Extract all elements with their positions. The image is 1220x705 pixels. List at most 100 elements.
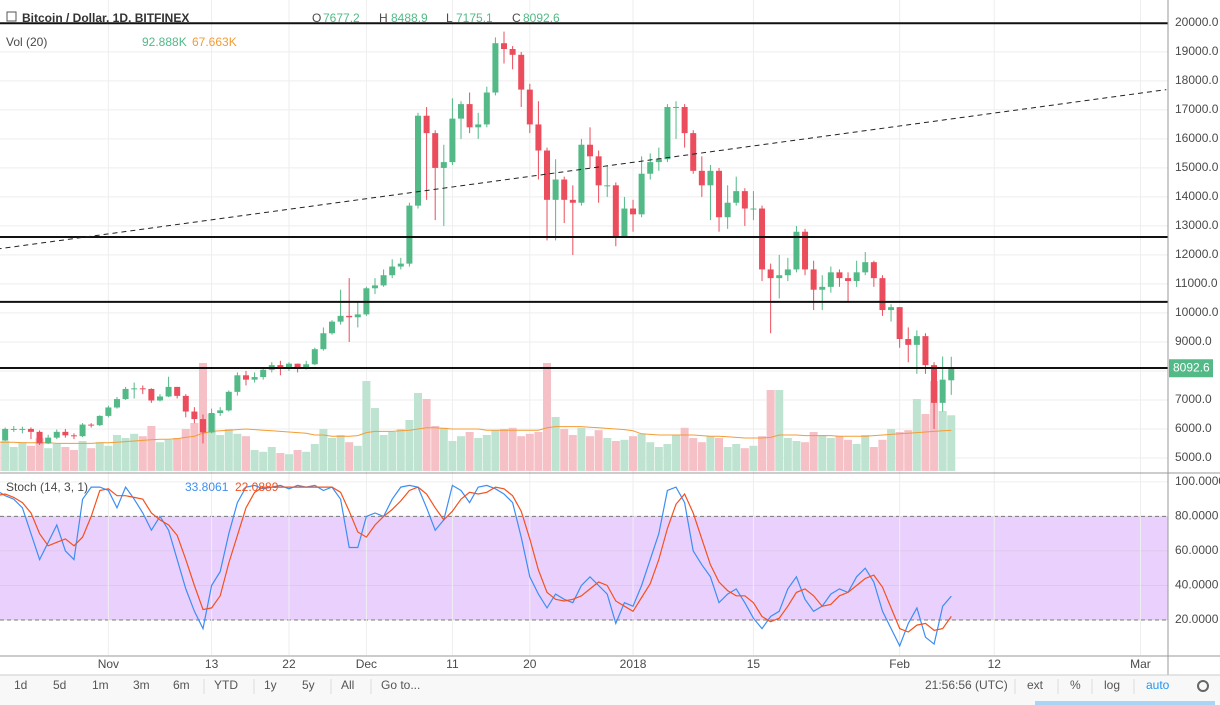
volume-bar [740,448,749,471]
volume-bar [809,432,818,471]
volume-bar [388,432,397,471]
y-tick-label: 12000.0 [1175,247,1219,261]
toolbar-button[interactable]: % [1070,678,1081,692]
volume-bar [310,444,319,471]
candle-body [277,365,284,369]
toolbar-button[interactable]: ext [1027,678,1044,692]
x-tick-label: 15 [747,657,761,671]
volume-bar [233,433,242,471]
x-tick-label: 11 [446,657,459,671]
ohlc-name: O [312,11,321,25]
candle-body [458,104,465,119]
candle-body [285,363,292,369]
candle-body [509,49,516,55]
candle-body [36,431,43,444]
x-tick-label: 12 [988,657,1002,671]
volume-bar [887,429,896,471]
volume-bar [396,429,405,471]
toolbar-button[interactable]: YTD [214,678,238,692]
candle-body [690,133,697,171]
symbol-icon[interactable] [6,11,17,22]
volume-bar [87,448,96,471]
toolbar-button[interactable]: Go to... [381,678,420,692]
toolbar-button[interactable]: log [1104,678,1120,692]
toolbar-button[interactable]: 6m [173,678,190,692]
volume-bar [431,426,440,471]
candle-body [466,104,473,128]
x-tick-label: 2018 [620,657,647,671]
candle-body [303,364,310,369]
y-tick-label: 11000.0 [1175,276,1218,290]
candle-body [810,269,817,290]
volume-bar [61,447,70,471]
toolbar-button[interactable]: 5d [53,678,66,692]
candle-body [569,199,576,203]
ohlc-value: 8488.9 [391,11,428,25]
toolbar-button[interactable]: 5y [302,678,315,692]
candle-body [389,266,396,276]
volume-bar [190,423,199,471]
volume-bar [568,435,577,471]
toolbar-button[interactable]: 1m [92,678,109,692]
volume-bar [370,408,379,471]
stoch-k-value: 33.8061 [185,480,229,494]
volume-bar [224,429,233,471]
toolbar-button[interactable]: 1y [264,678,277,692]
y-tick-label: 10000.0 [1175,305,1219,319]
candle-body [518,54,525,90]
volume-bar [895,432,904,471]
settings-icon[interactable] [1197,680,1209,692]
ohlc-name: C [512,11,521,25]
candle-body [759,208,766,270]
price-tag [1169,359,1213,378]
candle-body [716,170,723,218]
volume-bar [147,426,156,471]
volume-bar [259,451,268,471]
volume-bar [904,430,913,471]
volume-bar [44,448,53,471]
volume-bar [766,390,775,471]
stoch-name: Stoch (14, 3, 1) [6,480,88,494]
volume-bar [18,442,27,471]
toolbar-button[interactable]: 3m [133,678,150,692]
candle-body [862,262,869,273]
y-tick-label: 100.0000 [1175,474,1220,488]
volume-bar [293,450,302,471]
candle-body [638,173,645,215]
scroll-bar[interactable] [1035,701,1215,705]
volume-bar [104,445,113,471]
stoch-band [0,516,1168,620]
volume-bar [826,438,835,471]
volume-bar [267,447,276,471]
toolbar-button[interactable]: All [341,678,354,692]
volume-value: 92.888K [142,35,187,49]
candle-body [845,278,852,282]
x-tick-label: Dec [356,657,377,671]
y-tick-label: 20.0000 [1175,612,1219,626]
volume-bar [921,414,930,471]
stoch-line [0,484,952,648]
volume-name: Vol (20) [6,35,47,49]
candle-body [535,124,542,151]
volume-ma-line [0,426,952,444]
toolbar-button[interactable]: auto [1146,678,1170,692]
volume-bar [207,414,216,471]
y-tick-label: 7000.0 [1175,392,1212,406]
candle-body [561,179,568,200]
candle-body [492,43,499,93]
candle-body [113,399,120,408]
candle-body [165,386,172,397]
candle-body [225,391,232,411]
volume-bar [422,399,431,471]
candle-body [191,411,198,420]
candle-body [440,162,447,168]
volume-bar [439,427,448,471]
toolbar-button[interactable]: 1d [14,678,27,692]
volume-bar [491,430,500,471]
candle-body [776,275,783,279]
volume-bar [112,435,121,471]
volume-bar [938,411,947,471]
y-tick-label: 9000.0 [1175,334,1212,348]
candle-body [896,307,903,340]
candle-body [827,272,834,287]
